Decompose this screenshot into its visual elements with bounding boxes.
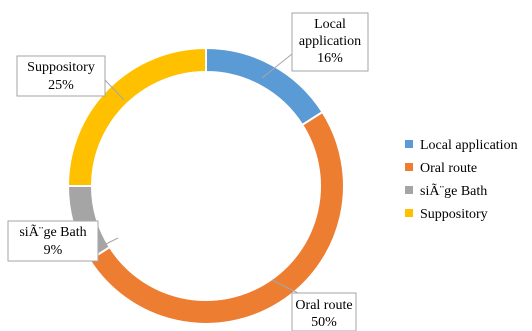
data-label-3: Suppository 25% (16, 55, 125, 101)
legend-swatch (405, 186, 413, 194)
legend-swatch (405, 209, 413, 217)
data-label-0: Local application 16% (261, 12, 369, 79)
data-label-box (7, 220, 99, 262)
legend-swatch (405, 163, 413, 171)
data-label-text: 9% (44, 243, 63, 258)
data-label-text: Suppository (27, 60, 95, 75)
data-label-text: 50% (311, 315, 337, 330)
legend-label: Local application (420, 138, 518, 153)
data-label-leader-line (271, 279, 301, 295)
data-label-box (291, 12, 369, 72)
data-label-text: application (299, 34, 361, 49)
data-label-1: Oral route 50% (271, 279, 357, 331)
slice-suppository (66, 46, 207, 187)
data-label-2: siÃ¨ge Bath 9% (7, 220, 119, 262)
data-label-leader-line (97, 237, 119, 249)
data-label-leader-line (104, 79, 125, 101)
data-label-text: Local (314, 17, 346, 32)
legend-label: siÃ¨ge Bath (420, 183, 487, 199)
slice-oral-route (88, 110, 345, 325)
data-label-text: 16% (317, 51, 343, 66)
data-label-box (16, 55, 106, 97)
data-label-leader-line (261, 53, 293, 79)
legend-swatch (405, 140, 413, 148)
data-label-box (291, 292, 357, 331)
data-label-text: siÃ¨ge Bath (19, 224, 86, 240)
data-label-text: Oral route (295, 298, 352, 313)
legend-label: Oral route (420, 161, 477, 176)
legend-label: Suppository (420, 207, 488, 222)
data-label-text: 25% (48, 78, 74, 93)
legend: Local application Oral route siÃ¨ge Bath Su… (405, 138, 518, 222)
